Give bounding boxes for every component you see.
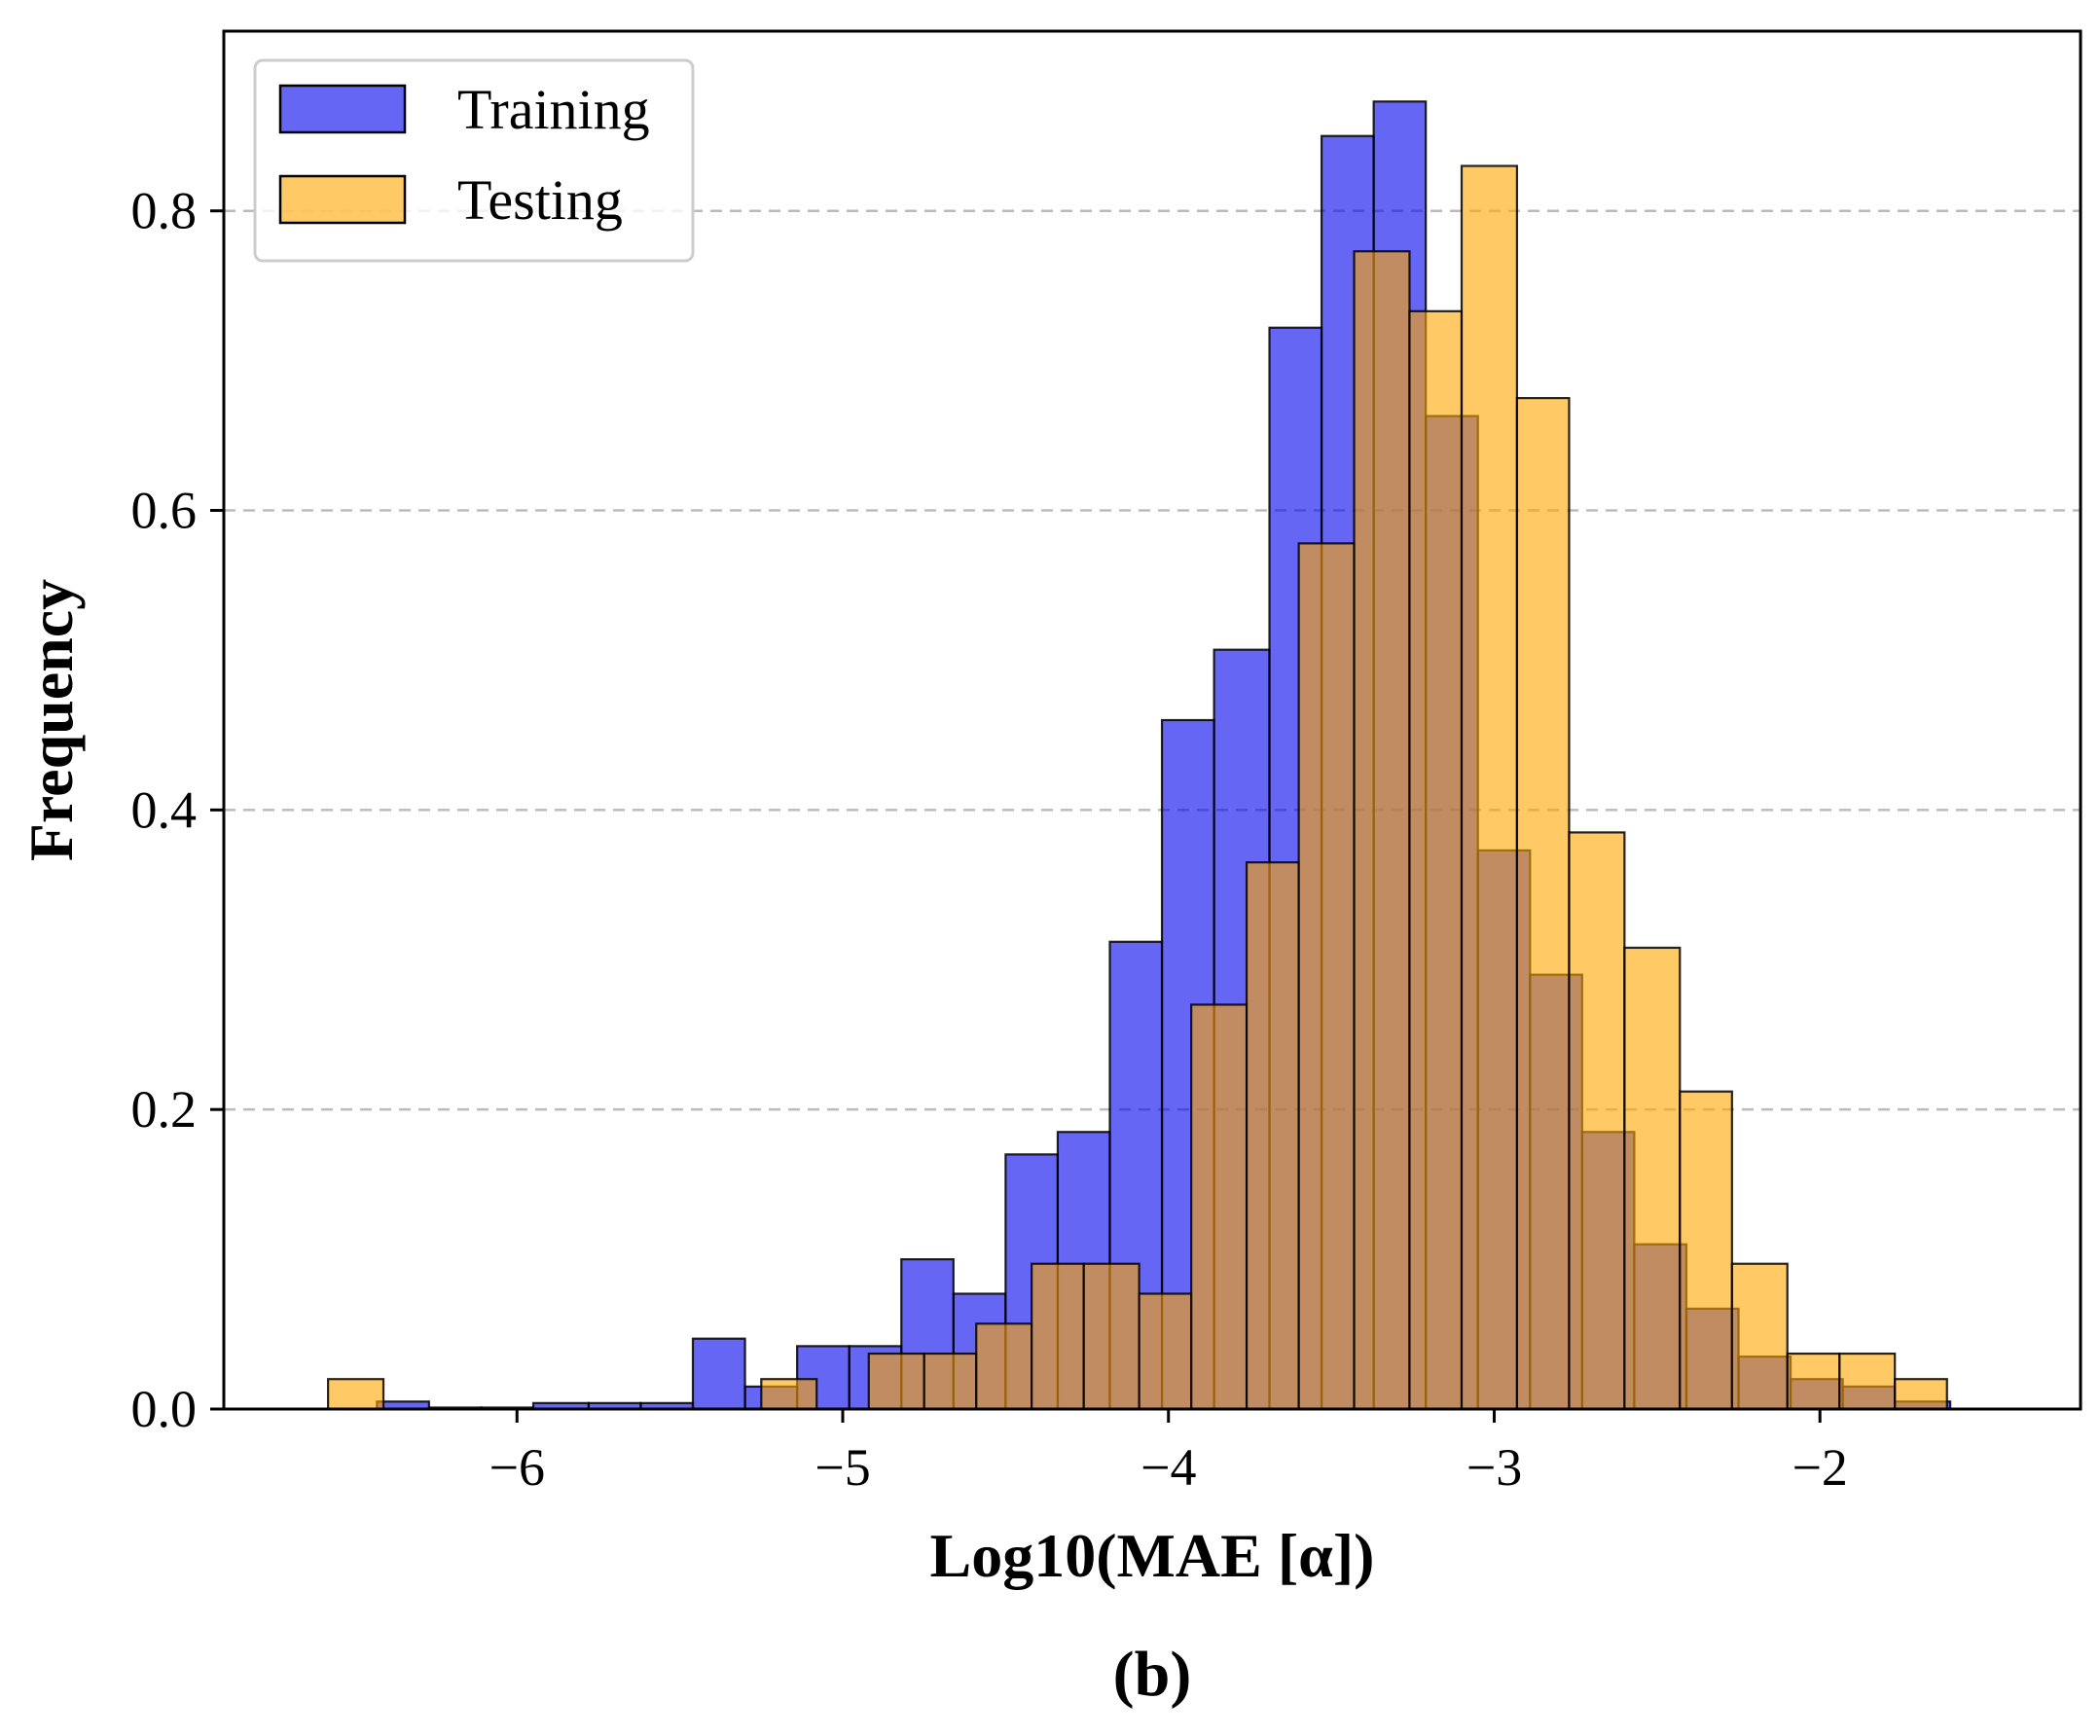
- bar-testing: [1245, 861, 1300, 1411]
- x-tick-label: −5: [815, 1438, 870, 1497]
- plot-frame: [222, 29, 2082, 1411]
- bar-testing: [1894, 1378, 1948, 1411]
- bar-testing: [1730, 1262, 1789, 1411]
- bar-testing: [1838, 1352, 1897, 1411]
- bar-testing: [760, 1378, 818, 1411]
- legend-swatch-training: [278, 84, 407, 134]
- bar-testing: [1138, 1292, 1193, 1411]
- legend-swatch-testing: [278, 174, 407, 225]
- y-tick-label: 0.0: [131, 1380, 198, 1438]
- bar-testing: [1679, 1090, 1733, 1411]
- y-tick-label: 0.6: [131, 482, 198, 540]
- y-axis-title: Frequency: [17, 579, 86, 861]
- x-axis-ticks: −6 −5 −4 −3 −2: [489, 1409, 1848, 1497]
- bar-testing: [1031, 1262, 1085, 1411]
- bar-testing: [1082, 1262, 1141, 1411]
- y-tick-label: 0.8: [131, 182, 198, 240]
- legend-label-testing: Testing: [457, 168, 623, 232]
- bar-testing: [1623, 946, 1682, 1411]
- bar-testing: [1297, 542, 1356, 1411]
- x-tick-label: −6: [489, 1438, 545, 1497]
- x-axis-title: Log10(MAE [α]): [930, 1521, 1375, 1590]
- bar-testing: [1786, 1352, 1841, 1411]
- grid-lines: [224, 209, 2081, 1111]
- legend: Training Testing: [253, 58, 695, 263]
- y-tick-label: 0.4: [131, 780, 198, 839]
- bar-testing: [1460, 164, 1519, 1411]
- y-tick-label: 0.2: [131, 1080, 198, 1139]
- bar-testing: [923, 1352, 978, 1411]
- x-tick-label: −3: [1466, 1438, 1522, 1497]
- bar-testing: [1190, 1003, 1249, 1411]
- x-tick-label: −2: [1792, 1438, 1847, 1497]
- y-axis-ticks: 0.0 0.2 0.4 0.6 0.8: [131, 182, 224, 1438]
- x-tick-label: −4: [1141, 1438, 1196, 1497]
- bar-testing: [975, 1322, 1033, 1411]
- bar-testing: [1515, 396, 1571, 1411]
- bar-training: [691, 1337, 746, 1411]
- panel-label: (b): [1113, 1639, 1192, 1710]
- bar-testing: [867, 1352, 925, 1411]
- bar-testing: [1353, 250, 1411, 1411]
- bar-testing: [327, 1378, 385, 1411]
- legend-label-training: Training: [457, 78, 650, 141]
- bar-testing: [1568, 831, 1626, 1411]
- bar-testing: [1408, 309, 1464, 1411]
